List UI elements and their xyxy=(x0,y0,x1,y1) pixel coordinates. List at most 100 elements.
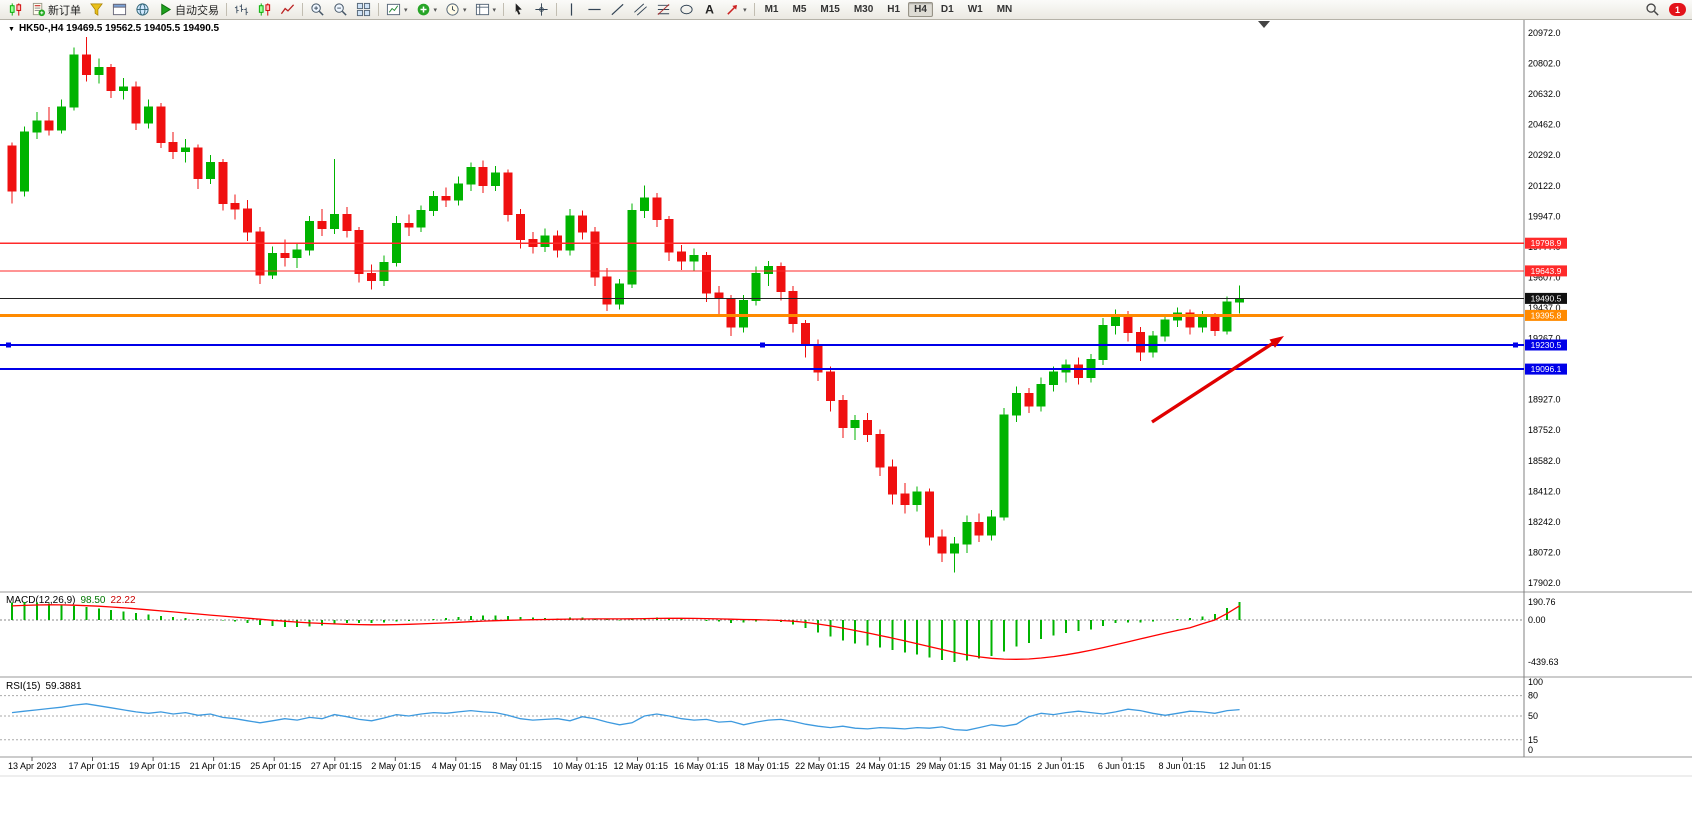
candles-icon xyxy=(258,3,271,16)
fibonacci-button[interactable] xyxy=(652,0,675,19)
candle-body xyxy=(689,255,699,262)
arrows-icon xyxy=(727,5,738,15)
candle-body xyxy=(1024,393,1034,407)
templates-button[interactable]: ▾ xyxy=(471,0,501,19)
candle-body xyxy=(615,283,625,305)
candlestick-chart-button[interactable] xyxy=(253,0,276,19)
time-axis-label: 4 May 01:15 xyxy=(432,761,482,771)
timeframe-button-h4[interactable]: H4 xyxy=(908,2,933,17)
candle-body xyxy=(590,231,600,278)
cursor-button[interactable] xyxy=(507,0,530,19)
line-handle[interactable] xyxy=(1513,342,1518,348)
zoom-in-button[interactable] xyxy=(306,0,329,19)
candle-body xyxy=(987,516,997,536)
candle-body xyxy=(7,145,17,192)
price-axis-label: 18582.0 xyxy=(1528,456,1561,466)
periods-button[interactable]: ▾ xyxy=(441,0,471,19)
candle-body xyxy=(838,400,848,429)
price-axis-label: 19437.0 xyxy=(1528,303,1561,313)
candle-body xyxy=(119,86,129,92)
timeframe-button-mn[interactable]: MN xyxy=(996,4,1013,15)
chart-symbol-label: ▼ HK50-,H4 19469.5 19562.5 19405.5 19490.… xyxy=(8,23,220,34)
time-axis-label: 22 May 01:15 xyxy=(795,761,850,771)
candle-body xyxy=(739,299,749,328)
line-handle[interactable] xyxy=(6,342,11,348)
zoom-out-button[interactable] xyxy=(329,0,352,19)
profiles-button[interactable] xyxy=(85,0,108,19)
rsi-label: RSI(15) 59.3881 xyxy=(6,681,82,692)
vertical-line-button[interactable] xyxy=(560,0,583,19)
line-chart-button[interactable] xyxy=(276,0,299,19)
timeframe-button-d1[interactable]: D1 xyxy=(940,4,954,15)
notifications-badge[interactable]: 1 xyxy=(1669,3,1686,16)
candle-body xyxy=(1135,332,1145,353)
horizontal-line-button[interactable] xyxy=(583,0,606,19)
indicators-icon xyxy=(417,3,429,16)
price-axis-label: 20632.0 xyxy=(1528,89,1561,99)
bar-chart-button[interactable] xyxy=(230,0,253,19)
candle-body xyxy=(429,195,439,212)
price-tag xyxy=(1525,309,1567,321)
scroll-marker-icon[interactable] xyxy=(1258,21,1270,28)
candle-body xyxy=(205,161,215,179)
crosshair-button[interactable] xyxy=(530,0,553,19)
window-icon xyxy=(112,3,127,16)
vline-icon xyxy=(570,3,573,16)
chart-window-button[interactable] xyxy=(4,0,27,19)
arrows-button[interactable]: ▾ xyxy=(721,0,751,19)
price-axis-label: 18412.0 xyxy=(1528,486,1561,496)
toolbar-separator xyxy=(556,3,558,16)
candle-body xyxy=(453,183,463,201)
trendline-button[interactable] xyxy=(606,0,629,19)
time-axis-label: 8 Jun 01:15 xyxy=(1159,761,1206,771)
new-order-button[interactable]: 新订单 xyxy=(27,0,85,20)
trend-arrow[interactable] xyxy=(1151,338,1279,424)
text-button[interactable]: A xyxy=(698,0,721,19)
timeframe-button-m30[interactable]: M30 xyxy=(853,4,874,15)
terminal-button[interactable] xyxy=(131,0,154,19)
price-axis-label: 19607.0 xyxy=(1528,272,1561,282)
timeframe-button-m5[interactable]: M5 xyxy=(792,4,807,15)
channel-button[interactable] xyxy=(629,0,652,19)
caret-down-icon: ▾ xyxy=(492,6,497,14)
market-watch-button[interactable] xyxy=(108,0,131,19)
candle-body xyxy=(267,253,277,276)
time-axis-label: 25 Apr 01:15 xyxy=(250,761,301,771)
timeframe-button-h1[interactable]: H1 xyxy=(887,4,901,15)
search-icon xyxy=(1646,3,1659,16)
time-axis-label: 21 Apr 01:15 xyxy=(190,761,241,771)
timeframe-button-m15[interactable]: M15 xyxy=(820,4,840,15)
candle-body xyxy=(776,265,786,292)
price-axis-label: 20122.0 xyxy=(1528,181,1561,191)
candle-body xyxy=(367,272,377,282)
zoom-in-icon xyxy=(311,3,324,16)
candle-body xyxy=(441,195,451,201)
toolbar-separator xyxy=(503,3,505,16)
candle-body xyxy=(44,120,54,131)
candle-body xyxy=(193,147,203,179)
search-button[interactable] xyxy=(1641,0,1664,19)
indicators-button[interactable]: ▾ xyxy=(412,0,442,19)
timeframe-button-m1[interactable]: M1 xyxy=(764,4,779,15)
candle-body xyxy=(1073,364,1083,378)
time-axis-label: 12 Jun 01:15 xyxy=(1219,761,1271,771)
trend-arrow-head[interactable] xyxy=(1269,336,1285,348)
line-chart-icon xyxy=(280,4,295,15)
shapes-button[interactable] xyxy=(675,0,698,19)
macd-label: MACD(12,26,9) 98.50 22.22 xyxy=(6,595,136,606)
toolbar-separator xyxy=(378,3,379,16)
price-axis-label: 20462.0 xyxy=(1528,120,1561,130)
candle-body xyxy=(354,229,364,274)
autotrading-button[interactable]: 自动交易 xyxy=(154,0,223,20)
timeframe-button-w1[interactable]: W1 xyxy=(967,4,983,15)
candle-body xyxy=(1185,312,1195,328)
tile-windows-button[interactable] xyxy=(352,0,375,19)
new-order-button-label: 新订单 xyxy=(48,4,81,17)
line-handle[interactable] xyxy=(760,342,765,348)
price-tag xyxy=(1525,339,1567,351)
candle-body xyxy=(763,265,773,274)
candle-body xyxy=(292,249,302,258)
new-chart-button[interactable]: ▾ xyxy=(382,0,412,19)
candle-body xyxy=(515,213,525,240)
